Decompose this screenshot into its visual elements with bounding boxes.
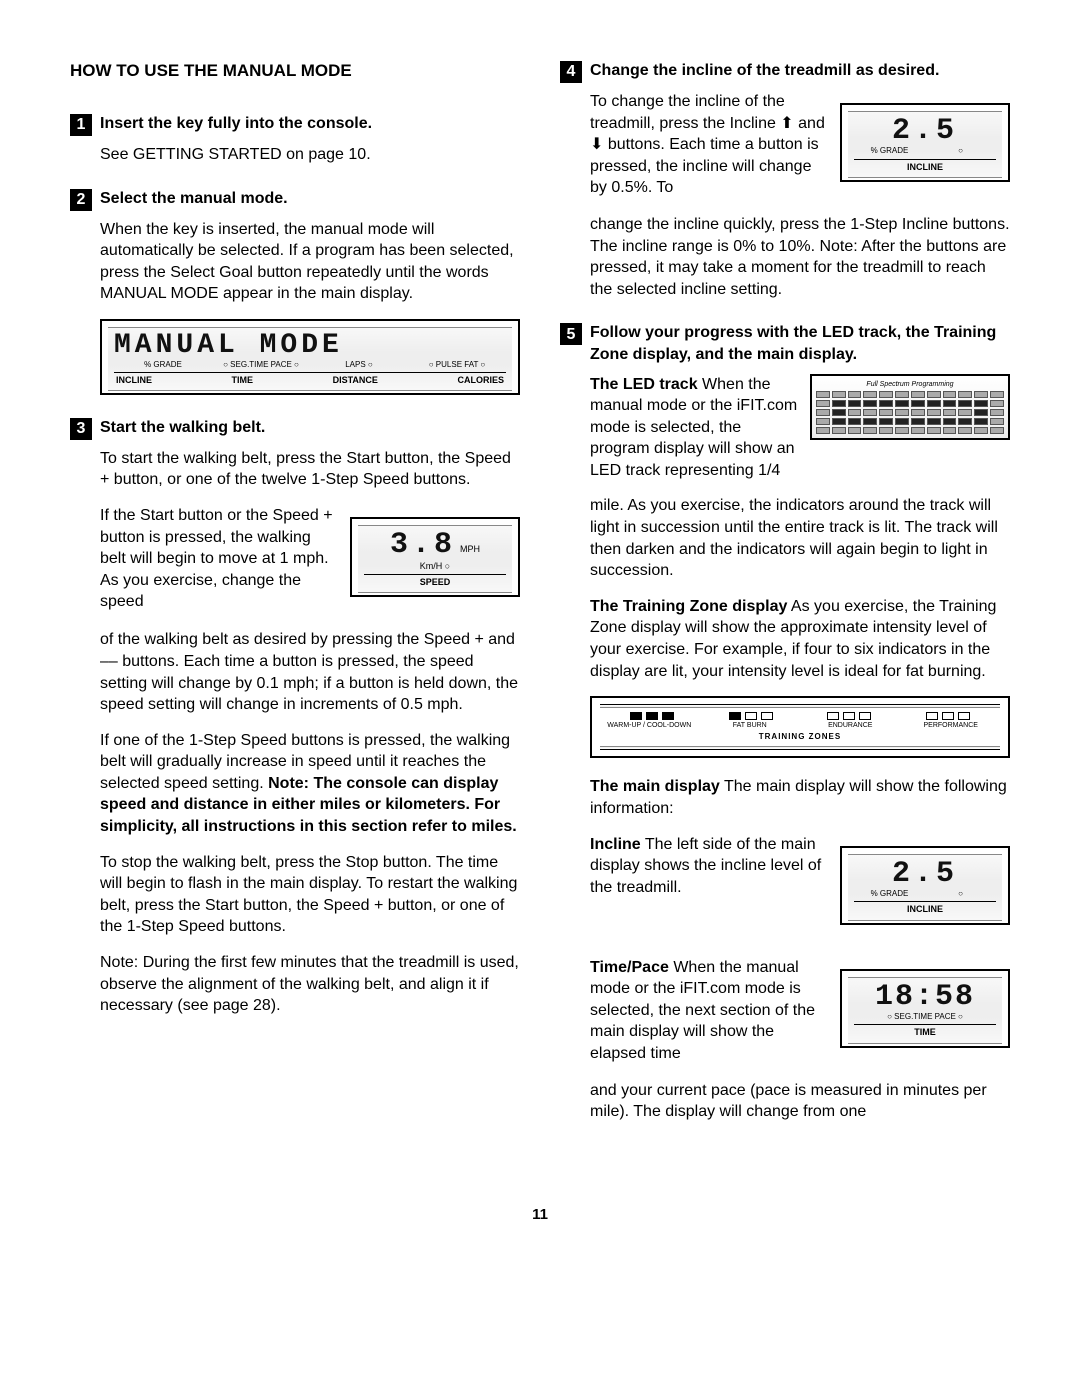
lcd-value: 2.5 <box>854 859 996 889</box>
step-5: 5 Follow your progress with the LED trac… <box>560 322 1010 1122</box>
body-text: change the incline quickly, press the 1-… <box>590 214 1010 300</box>
lcd-value: 3.8 <box>390 530 456 560</box>
body-text: of the walking belt as desired by pressi… <box>100 629 520 715</box>
lcd-value: 18:58 <box>854 982 996 1012</box>
step-4: 4 Change the incline of the treadmill as… <box>560 60 1010 300</box>
body-text: The Training Zone display As you exercis… <box>590 596 1010 682</box>
led-track-title: Full Spectrum Programming <box>816 380 1004 389</box>
lcd-value: 2.5 <box>854 116 996 146</box>
lcd-unit: MPH <box>460 543 480 555</box>
step-number: 4 <box>560 61 582 83</box>
body-text: To start the walking belt, press the Sta… <box>100 448 520 491</box>
body-text: and your current pace (pace is measured … <box>590 1080 1010 1123</box>
lcd-text: MANUAL MODE <box>114 330 343 361</box>
step-number: 1 <box>70 114 92 136</box>
manual-mode-lcd: MANUAL MODE % GRADE ○ SEG.TIME PACE ○ LA… <box>100 319 520 395</box>
lcd-bottom-labels: INCLINE TIME DISTANCE CALORIES <box>114 372 506 386</box>
incline-lcd: 2.5 % GRADE INCLINE <box>840 103 1010 182</box>
right-column: 4 Change the incline of the treadmill as… <box>560 60 1010 1145</box>
step-title: Follow your progress with the LED track,… <box>590 322 1010 365</box>
body-text: See GETTING STARTED on page 10. <box>100 144 520 166</box>
training-zones-display: WARM-UP / COOL-DOWN FAT BURN ENDURANCE P… <box>590 696 1010 758</box>
lcd-top-labels: % GRADE ○ SEG.TIME PACE ○ LAPS ○ ○ PULSE… <box>114 360 506 371</box>
left-column: HOW TO USE THE MANUAL MODE 1 Insert the … <box>70 60 520 1145</box>
body-text: If one of the 1-Step Speed buttons is pr… <box>100 730 520 838</box>
two-column-layout: HOW TO USE THE MANUAL MODE 1 Insert the … <box>70 60 1010 1145</box>
incline-display-wrap: 2.5 % GRADE INCLINE Incline The left sid… <box>590 834 1010 943</box>
body-text: When the key is inserted, the manual mod… <box>100 219 520 305</box>
led-grid <box>816 391 1004 434</box>
step-3: 3 Start the walking belt. To start the w… <box>70 417 520 1017</box>
body-text: To stop the walking belt, press the Stop… <box>100 852 520 938</box>
step-title: Start the walking belt. <box>100 417 265 439</box>
step-number: 2 <box>70 189 92 211</box>
lcd-foot: INCLINE <box>854 901 996 915</box>
step-title: Insert the key fully into the console. <box>100 113 372 135</box>
speed-lcd: 3.8 MPH Km/H ○ SPEED <box>350 517 520 597</box>
page-number: 11 <box>70 1205 1010 1225</box>
step-title: Change the incline of the treadmill as d… <box>590 60 939 82</box>
body-text: The main display The main display will s… <box>590 776 1010 819</box>
lcd-foot: TIME <box>854 1024 996 1038</box>
step-2: 2 Select the manual mode. When the key i… <box>70 188 520 395</box>
lcd-foot: INCLINE <box>854 159 996 173</box>
tz-title: TRAINING ZONES <box>600 732 1000 743</box>
step-1: 1 Insert the key fully into the console.… <box>70 113 520 166</box>
tz-labels: WARM-UP / COOL-DOWN FAT BURN ENDURANCE P… <box>600 721 1000 730</box>
led-track-display: Full Spectrum Programming <box>810 374 1010 440</box>
incline-lcd-wrap: 2.5 % GRADE INCLINE To change the inclin… <box>590 91 1010 200</box>
step-title: Select the manual mode. <box>100 188 288 210</box>
step-number: 5 <box>560 323 582 345</box>
incline-display-lcd: 2.5 % GRADE INCLINE <box>840 846 1010 925</box>
speed-lcd-wrap: 3.8 MPH Km/H ○ SPEED If the Start button… <box>100 505 520 615</box>
body-text: If the Start button or the Speed + butto… <box>100 507 333 610</box>
body-text: mile. As you exercise, the indicators ar… <box>590 495 1010 581</box>
step-number: 3 <box>70 418 92 440</box>
body-text: To change the incline of the treadmill, … <box>590 93 825 196</box>
tz-indicators <box>600 712 1000 720</box>
time-display-wrap: 18:58 ○ SEG.TIME PACE ○ TIME Time/Pace W… <box>590 957 1010 1066</box>
time-display-lcd: 18:58 ○ SEG.TIME PACE ○ TIME <box>840 969 1010 1048</box>
section-title: HOW TO USE THE MANUAL MODE <box>70 60 520 83</box>
body-text: Note: During the first few minutes that … <box>100 952 520 1017</box>
led-track-heading: The LED track <box>590 376 698 393</box>
led-track-wrap: Full Spectrum Programming The LED track … <box>590 374 1010 482</box>
lcd-foot: SPEED <box>364 574 506 588</box>
lcd-unit-alt: Km/H ○ <box>364 560 506 572</box>
